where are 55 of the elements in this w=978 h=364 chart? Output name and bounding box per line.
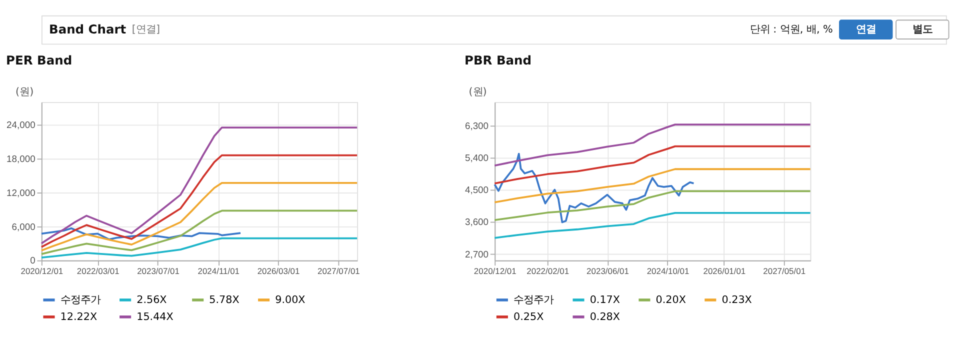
text: 단위 : 억원, 배, % <box>750 23 834 36</box>
y-tick-label: 18,000 <box>6 152 36 164</box>
y-tick-label: 5,400 <box>464 152 489 164</box>
legend-label: 9.00X <box>275 294 306 306</box>
y-tick-label: 4,500 <box>464 184 489 196</box>
x-tick-label: 2020/12/01 <box>20 266 64 276</box>
y-tick-label: 6,300 <box>464 120 489 131</box>
x-tick-label: 2026/01/01 <box>703 266 746 276</box>
chart-title: PER Band <box>6 53 72 68</box>
x-tick-label: 2024/10/01 <box>646 266 690 276</box>
legend-label: 수정주가 <box>60 294 100 306</box>
legend-label: 0.17X <box>590 294 620 306</box>
legend-label: 수정주가 <box>513 294 554 306</box>
legend-label: 5.78X <box>209 294 240 306</box>
chart-title: PBR Band <box>464 53 532 68</box>
x-tick-label: 2023/06/01 <box>586 266 630 276</box>
y-axis-title: (원) <box>468 86 487 98</box>
x-tick-label: 2020/12/01 <box>474 266 517 276</box>
line-series <box>494 212 812 239</box>
legend-label: 15.44X <box>136 310 174 323</box>
y-tick-label: 12,000 <box>6 186 36 198</box>
x-tick-label: 2024/11/01 <box>198 266 240 276</box>
line-series <box>40 227 242 240</box>
text: [연결] <box>132 23 160 36</box>
x-tick-label: 2026/03/01 <box>257 266 300 276</box>
text: 별도 <box>912 23 932 36</box>
legend-label: 2.56X <box>136 294 167 306</box>
legend-label: 12.22X <box>60 310 98 323</box>
legend-label: 0.25X <box>513 310 544 323</box>
y-tick-label: 2,700 <box>464 248 489 260</box>
y-tick-label: 3,600 <box>464 216 489 228</box>
y-tick-label: 6,000 <box>12 220 36 232</box>
y-tick-label: 24,000 <box>6 119 36 130</box>
text: Band Chart <box>48 22 126 36</box>
x-tick-label: 2027/05/01 <box>763 266 806 276</box>
line-series <box>40 126 358 244</box>
line-series <box>40 154 358 248</box>
y-tick-label: 0 <box>30 254 36 266</box>
line-series <box>494 124 812 167</box>
text: 연결 <box>856 23 876 36</box>
line-series <box>494 145 812 184</box>
line-series <box>40 210 358 256</box>
x-tick-label: 2022/02/01 <box>526 266 570 276</box>
y-axis-title: (원) <box>16 86 34 98</box>
x-tick-label: 2023/07/01 <box>137 266 180 276</box>
line-series <box>494 190 812 222</box>
legend-label: 0.28X <box>590 310 620 323</box>
legend-label: 0.20X <box>656 294 686 306</box>
line-series <box>40 182 358 252</box>
line-series <box>494 168 812 204</box>
x-tick-label: 2027/07/01 <box>317 266 360 276</box>
line-series <box>40 237 358 259</box>
x-tick-label: 2022/03/01 <box>76 266 120 276</box>
line-series <box>494 152 695 224</box>
legend-label: 0.23X <box>722 294 752 306</box>
